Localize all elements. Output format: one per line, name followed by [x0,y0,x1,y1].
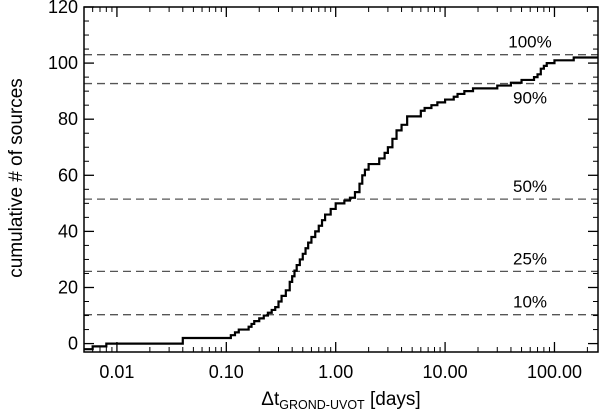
cumulative-curve-line [84,56,598,351]
x-axis-label: ΔtGROND-UVOT [days] [261,389,420,412]
y-tick-label: 40 [58,221,78,241]
y-tick-label: 100 [48,53,78,73]
y-axis-label: cumulative # of sources [6,78,27,278]
x-axis-label-main: Δt [261,389,280,410]
x-tick-label: 0.10 [209,362,244,382]
y-tick-label: 80 [58,109,78,129]
y-tick-label: 120 [48,0,78,17]
y-tick-label: 20 [58,277,78,297]
x-tick-label: 10.00 [423,362,468,382]
plot-frame [83,6,599,353]
x-axis-label-subscript: GROND-UVOT [279,398,365,412]
y-axis-ticks: 0 20 40 60 80 100 120 [48,0,598,354]
y-tick-label: 60 [58,165,78,185]
cumulative-curve [84,56,598,351]
x-axis-ticks: 0.01 0.10 1.00 10.00 100.00 [92,7,588,382]
y-tick-label: 0 [68,334,78,354]
percentile-label: 100% [508,33,551,52]
percentile-reference-lines [84,54,598,316]
percentile-labels: 100% 90% 50% 25% 10% [508,33,551,312]
percentile-label: 25% [513,249,547,268]
x-axis-label-suffix: [days] [365,389,421,410]
x-tick-label: 1.00 [318,362,353,382]
x-tick-label: 0.01 [99,362,134,382]
percentile-label: 90% [513,89,547,108]
x-tick-label: 100.00 [527,362,582,382]
percentile-label: 10% [513,293,547,312]
percentile-label: 50% [513,177,547,196]
